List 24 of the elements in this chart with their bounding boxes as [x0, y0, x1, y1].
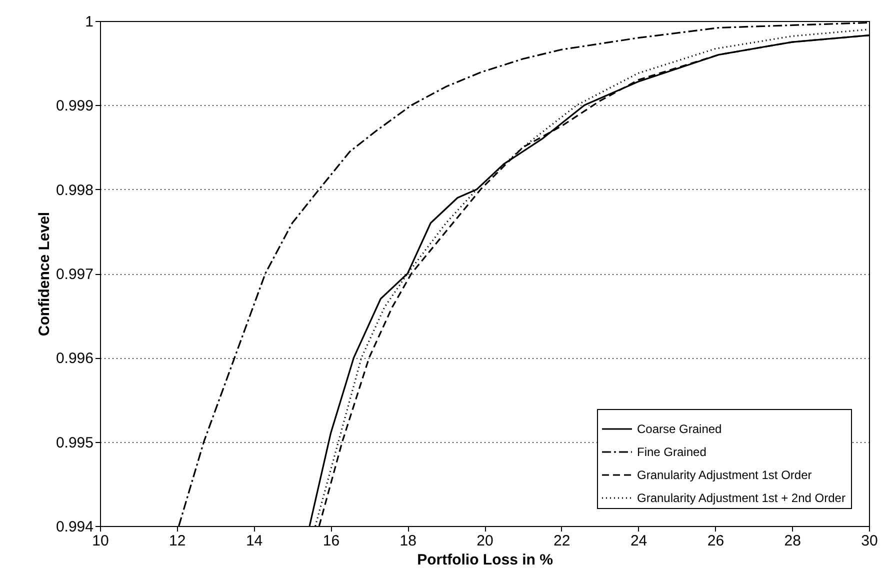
legend-label: Granularity Adjustment 1st + 2nd Order — [637, 491, 846, 505]
x-tick-label: 28 — [784, 532, 801, 550]
y-tick-label: 0.998 — [56, 182, 94, 199]
y-axis-title: Confidence Level — [36, 212, 53, 336]
x-tick-label: 18 — [400, 532, 416, 550]
y-tick-label: 0.995 — [56, 434, 94, 452]
x-tick-label: 26 — [707, 532, 724, 550]
x-tick-label: 12 — [169, 532, 186, 550]
y-tick-label: 0.994 — [56, 518, 94, 536]
legend-label: Coarse Grained — [637, 422, 722, 436]
x-tick-label: 24 — [630, 532, 648, 550]
legend-label: Granularity Adjustment 1st Order — [637, 468, 812, 482]
x-tick-label: 14 — [246, 532, 263, 550]
y-tick-label: 1 — [85, 14, 94, 30]
x-axis-title: Portfolio Loss in % — [417, 552, 553, 568]
x-tick-label: 10 — [92, 532, 109, 550]
x-tick-label: 16 — [322, 532, 340, 550]
y-tick-label: 0.996 — [56, 350, 94, 368]
x-tick-label: 30 — [861, 532, 878, 550]
y-tick-label: 0.999 — [56, 98, 94, 115]
x-tick-label: 20 — [476, 532, 494, 550]
x-tick-label: 22 — [554, 532, 570, 550]
y-tick-label: 0.997 — [56, 266, 94, 283]
legend-label: Fine Grained — [637, 445, 706, 459]
